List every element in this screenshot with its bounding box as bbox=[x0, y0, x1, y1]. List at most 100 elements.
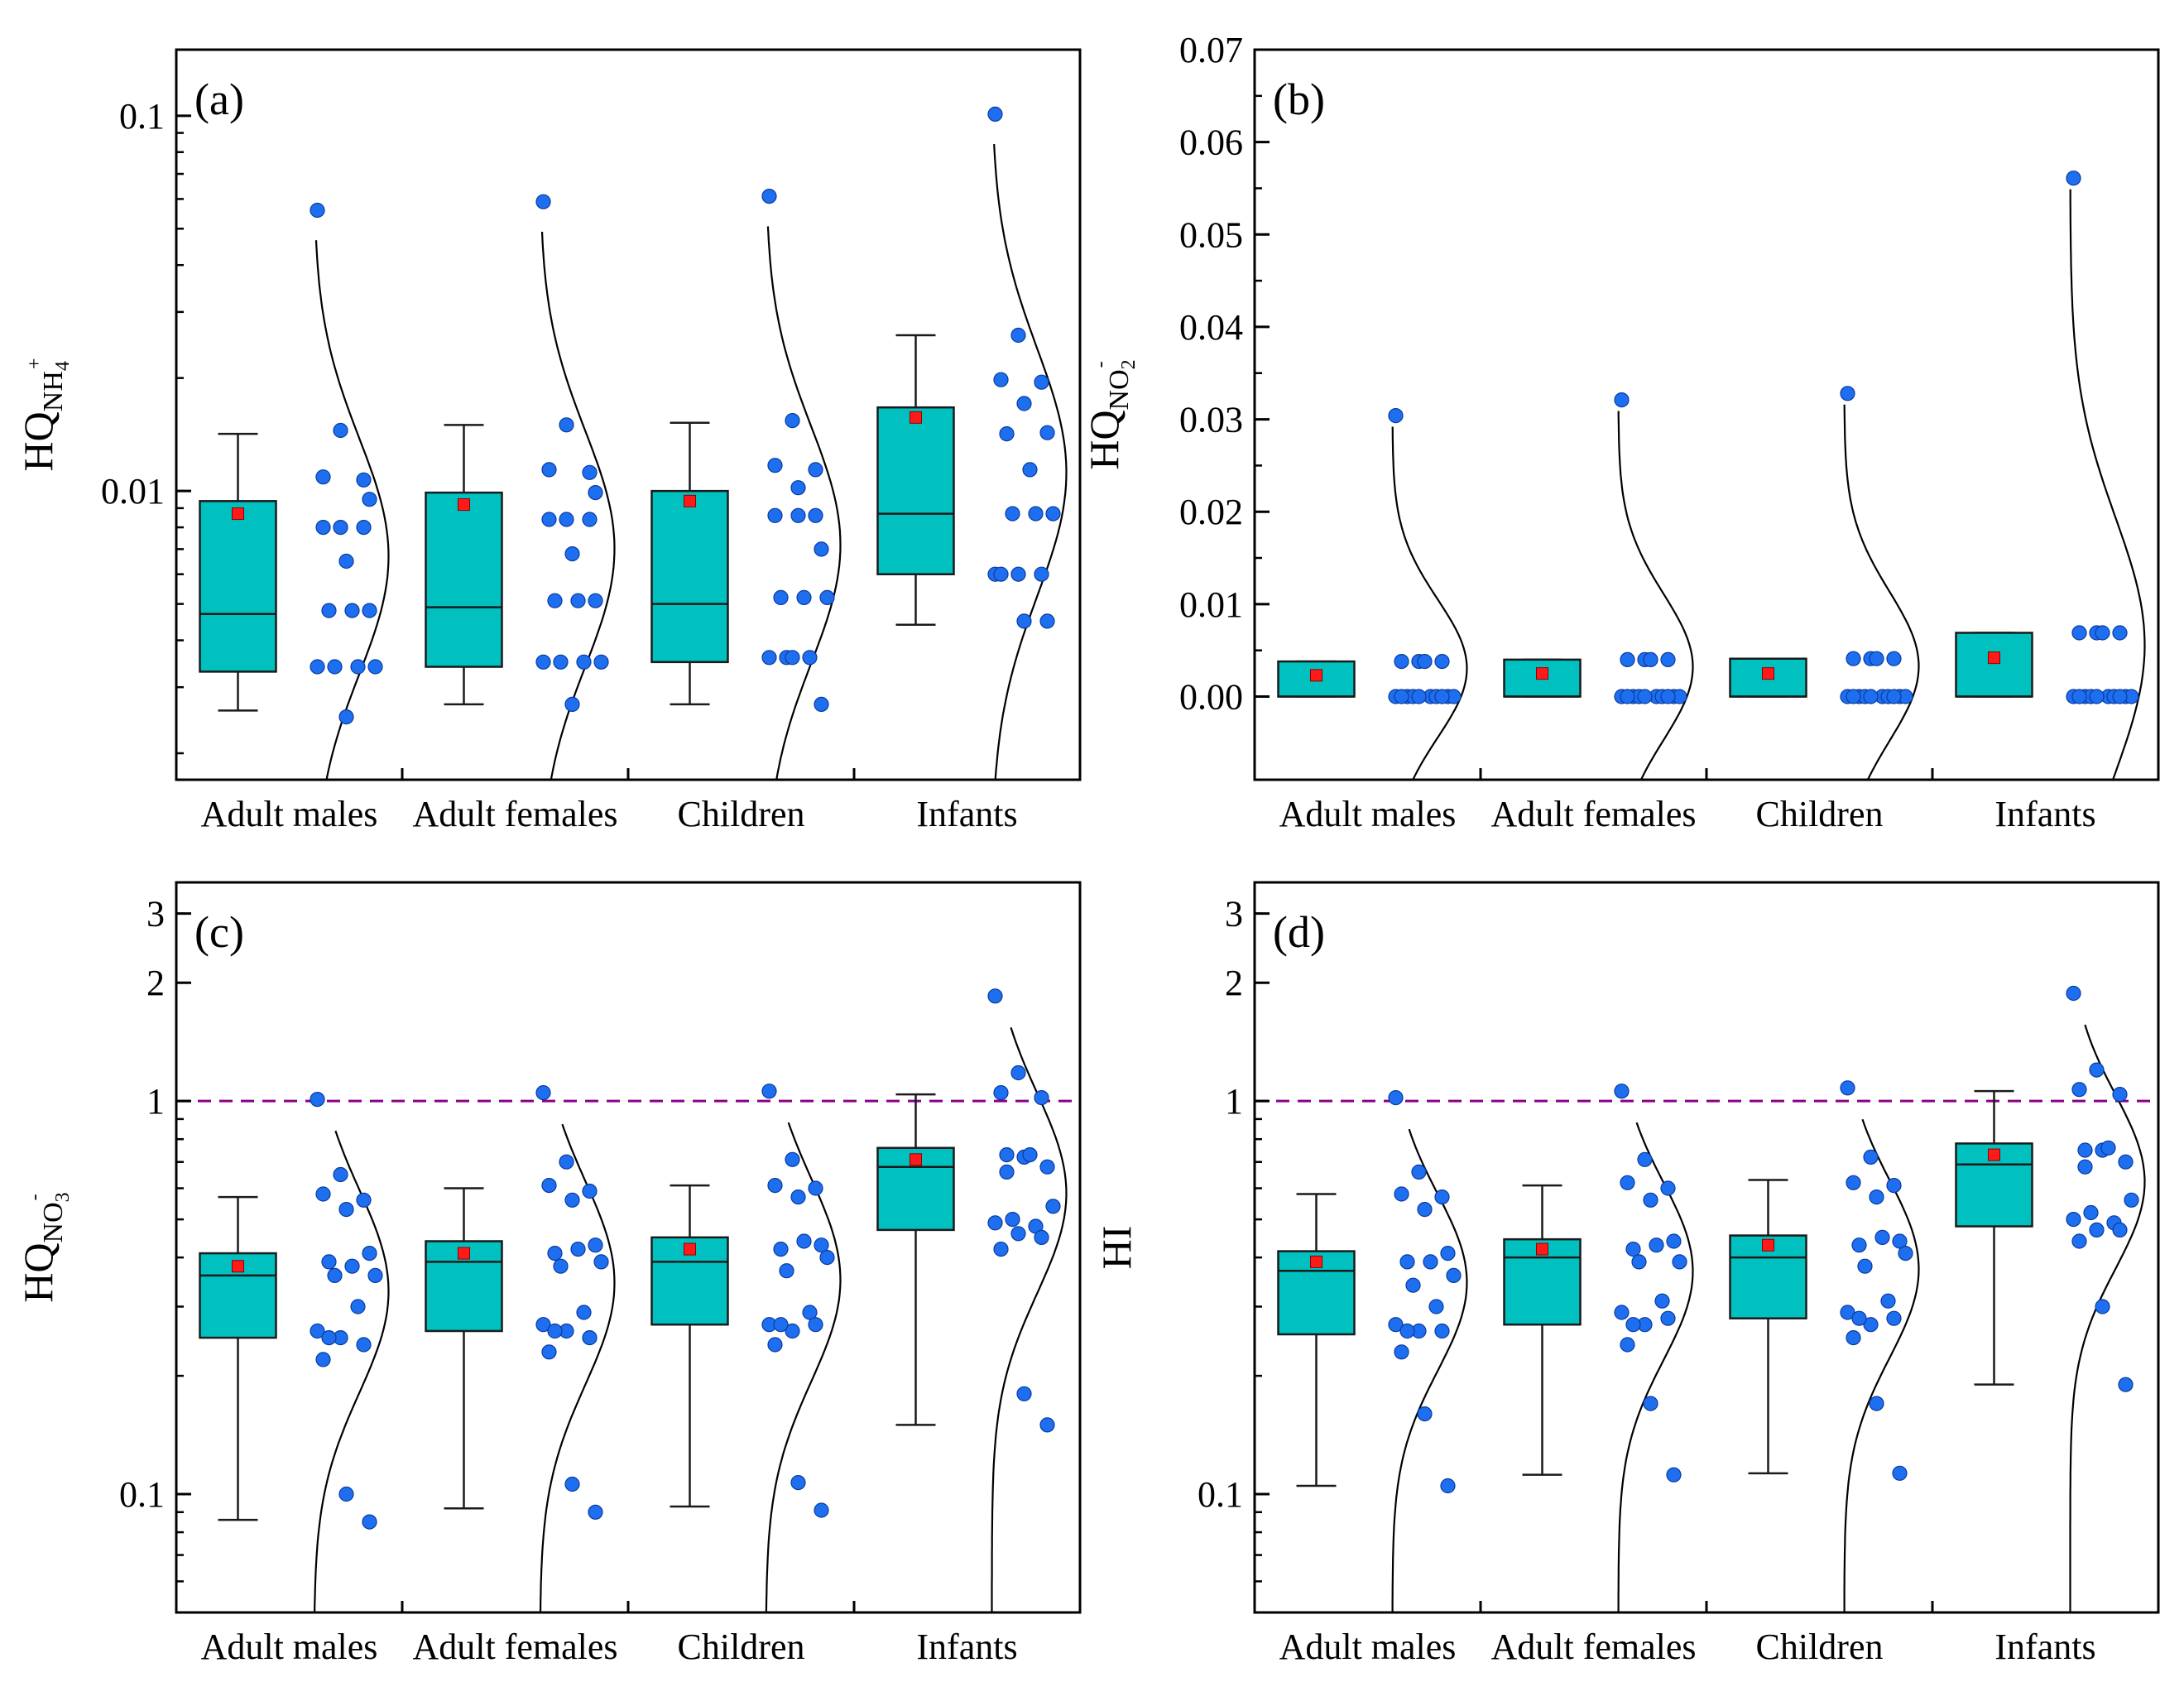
panel-label: (a) bbox=[194, 74, 244, 124]
data-point bbox=[327, 659, 343, 675]
data-point bbox=[1851, 1310, 1867, 1326]
distribution-curve bbox=[766, 226, 842, 781]
data-point bbox=[321, 1329, 337, 1346]
data-point bbox=[1840, 1080, 1855, 1096]
data-point bbox=[1892, 1233, 1908, 1249]
x-category-label: Children bbox=[678, 794, 805, 834]
y-tick-label: 0.07 bbox=[1179, 30, 1243, 70]
data-point bbox=[767, 1177, 783, 1194]
data-point bbox=[1672, 1254, 1687, 1270]
data-point bbox=[1614, 392, 1630, 408]
data-point bbox=[582, 512, 598, 527]
data-point bbox=[2066, 171, 2081, 186]
data-point bbox=[1440, 1478, 1456, 1494]
data-point bbox=[2112, 689, 2128, 704]
data-point bbox=[1434, 1323, 1450, 1339]
x-category-label: Children bbox=[1756, 1627, 1884, 1667]
box-iqr bbox=[425, 491, 503, 668]
data-point bbox=[987, 106, 1003, 122]
data-point bbox=[1045, 506, 1061, 521]
plot-frame bbox=[1253, 881, 2160, 1614]
x-category-label: Adult males bbox=[1279, 794, 1457, 834]
distribution-curve bbox=[2069, 1024, 2146, 1612]
data-point bbox=[338, 1486, 354, 1502]
y-axis-label: HI bbox=[1093, 1226, 1140, 1270]
mean-marker bbox=[1536, 1242, 1548, 1256]
data-point bbox=[802, 650, 818, 666]
data-point bbox=[588, 1504, 603, 1520]
data-point bbox=[1637, 1151, 1653, 1167]
data-point bbox=[1863, 1149, 1879, 1165]
distribution-curve bbox=[765, 1122, 842, 1613]
y-tick-label: 0.03 bbox=[1179, 400, 1243, 440]
distribution-curve bbox=[993, 144, 1068, 781]
data-point bbox=[2066, 1211, 2081, 1228]
data-point bbox=[2095, 1299, 2110, 1314]
mean-marker bbox=[1988, 651, 2000, 665]
data-point bbox=[1874, 1229, 1890, 1246]
data-point bbox=[773, 1317, 789, 1333]
data-point bbox=[588, 484, 603, 501]
data-point bbox=[1423, 1254, 1438, 1270]
data-point bbox=[310, 202, 325, 219]
mean-marker bbox=[1988, 1148, 2000, 1161]
data-point bbox=[344, 1258, 360, 1274]
distribution-curve bbox=[540, 231, 616, 781]
data-point bbox=[808, 462, 823, 478]
y-axis-label: HQNO2- bbox=[1081, 359, 1140, 469]
y-tick-label: 3 bbox=[146, 894, 165, 935]
data-point bbox=[315, 1352, 331, 1367]
data-point bbox=[1010, 1226, 1026, 1242]
distribution-curve bbox=[539, 1123, 616, 1613]
y-tick-label: 3 bbox=[1225, 894, 1243, 935]
data-point bbox=[999, 1146, 1015, 1163]
data-point bbox=[588, 1237, 603, 1253]
mean-marker bbox=[232, 1260, 244, 1273]
mean-marker bbox=[684, 1242, 696, 1256]
data-point bbox=[2118, 1377, 2134, 1392]
y-label-main: HI bbox=[1093, 1226, 1140, 1270]
data-point bbox=[2089, 689, 2105, 704]
data-point bbox=[2100, 1140, 2116, 1156]
data-point bbox=[350, 1299, 366, 1314]
data-point bbox=[547, 1323, 563, 1339]
y-label-main: HQ bbox=[15, 411, 61, 471]
data-point bbox=[1631, 1254, 1647, 1270]
data-point bbox=[1411, 1164, 1427, 1180]
data-point bbox=[1666, 1467, 1682, 1483]
data-point bbox=[767, 507, 783, 523]
x-category-label: Adult males bbox=[201, 1627, 378, 1667]
data-point bbox=[1620, 1175, 1635, 1190]
data-point bbox=[1034, 374, 1049, 390]
data-point bbox=[1010, 566, 1026, 582]
data-point bbox=[321, 603, 337, 618]
data-point bbox=[559, 1154, 574, 1170]
data-point bbox=[576, 654, 592, 670]
data-point bbox=[2089, 1062, 2105, 1078]
data-point bbox=[1846, 1329, 1861, 1346]
y-tick-label: 1 bbox=[1225, 1081, 1243, 1122]
x-category-label: Adult females bbox=[1490, 794, 1696, 834]
data-point bbox=[2089, 1222, 2105, 1238]
data-point bbox=[310, 1323, 325, 1339]
data-point bbox=[1851, 1237, 1867, 1253]
data-point bbox=[761, 650, 777, 666]
data-point bbox=[761, 1084, 777, 1099]
data-point bbox=[582, 1329, 598, 1346]
data-point bbox=[1846, 651, 1861, 666]
data-point bbox=[1022, 462, 1038, 478]
data-point bbox=[310, 1091, 325, 1108]
data-point bbox=[1388, 408, 1404, 424]
panel-d: 0.1 1 2 3 Adult males Adult females Children In… bbox=[1093, 881, 2160, 1667]
data-point bbox=[773, 589, 789, 606]
data-point bbox=[808, 507, 823, 523]
data-point bbox=[593, 1254, 609, 1270]
y-tick-label: 0.06 bbox=[1179, 123, 1243, 163]
data-point bbox=[1016, 396, 1032, 411]
box-iqr bbox=[876, 406, 955, 575]
data-point bbox=[1010, 1064, 1026, 1081]
y-label-subscript: NO bbox=[38, 1202, 69, 1242]
data-point bbox=[310, 659, 325, 675]
data-point bbox=[321, 1254, 337, 1270]
